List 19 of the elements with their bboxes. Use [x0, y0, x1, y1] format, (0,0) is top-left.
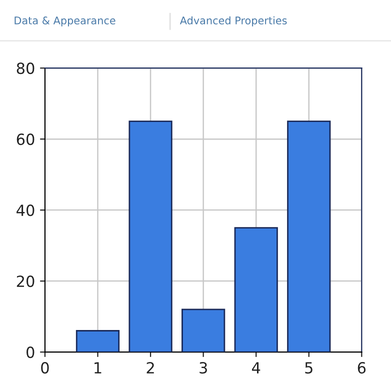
text: Data & Appearance [14, 16, 116, 26]
x-tick-label: 3 [200, 362, 207, 374]
y-tick-label: 80 [16, 62, 34, 74]
x-tick-label: 0 [41, 362, 49, 374]
x-tick-label: 5 [305, 362, 312, 374]
y-tick-label: 60 [16, 134, 34, 146]
bar [128, 120, 172, 352]
bar [182, 308, 226, 352]
bar [287, 120, 331, 352]
y-tick-label: 20 [16, 276, 34, 288]
x-tick-label: 6 [358, 362, 366, 374]
bar [76, 330, 120, 352]
x-tick-label: 2 [146, 362, 154, 374]
x-tick-label: 4 [252, 362, 260, 374]
bar [234, 227, 278, 352]
x-tick-label: 1 [94, 362, 102, 374]
text: Advanced Properties [180, 16, 287, 26]
y-tick-label: 0 [26, 346, 34, 358]
y-tick-label: 40 [16, 204, 34, 216]
